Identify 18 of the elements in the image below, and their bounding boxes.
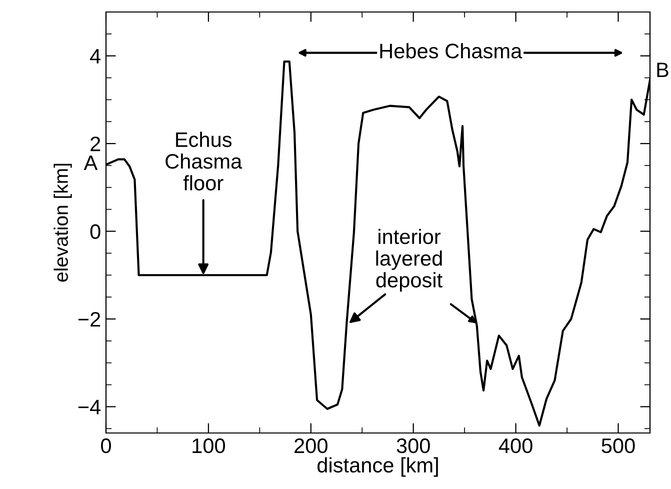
y-axis-title: elevation [km] — [54, 164, 72, 282]
annotation: B — [657, 62, 668, 78]
x-axis-title: distance [km] — [318, 457, 438, 477]
x-tick-label: 0 — [101, 438, 111, 454]
y-tick-label: −4 — [78, 400, 101, 414]
annotation: interior layered deposit — [376, 228, 442, 292]
x-tick-label: 400 — [498, 438, 532, 454]
annotation: Echus Chasma floor — [166, 132, 242, 190]
x-tick-label: 100 — [192, 438, 226, 454]
x-tick-label: 300 — [396, 438, 430, 454]
annotation: Hebes Chasma — [380, 43, 522, 58]
x-tick-label: 200 — [294, 438, 328, 454]
x-tick-label: 500 — [602, 438, 635, 454]
y-tick-label: 2 — [90, 136, 100, 152]
y-tick-label: 0 — [90, 224, 100, 240]
y-tick-label: −2 — [78, 312, 100, 327]
annotation: A — [84, 156, 98, 170]
y-tick-label: 4 — [90, 49, 101, 64]
